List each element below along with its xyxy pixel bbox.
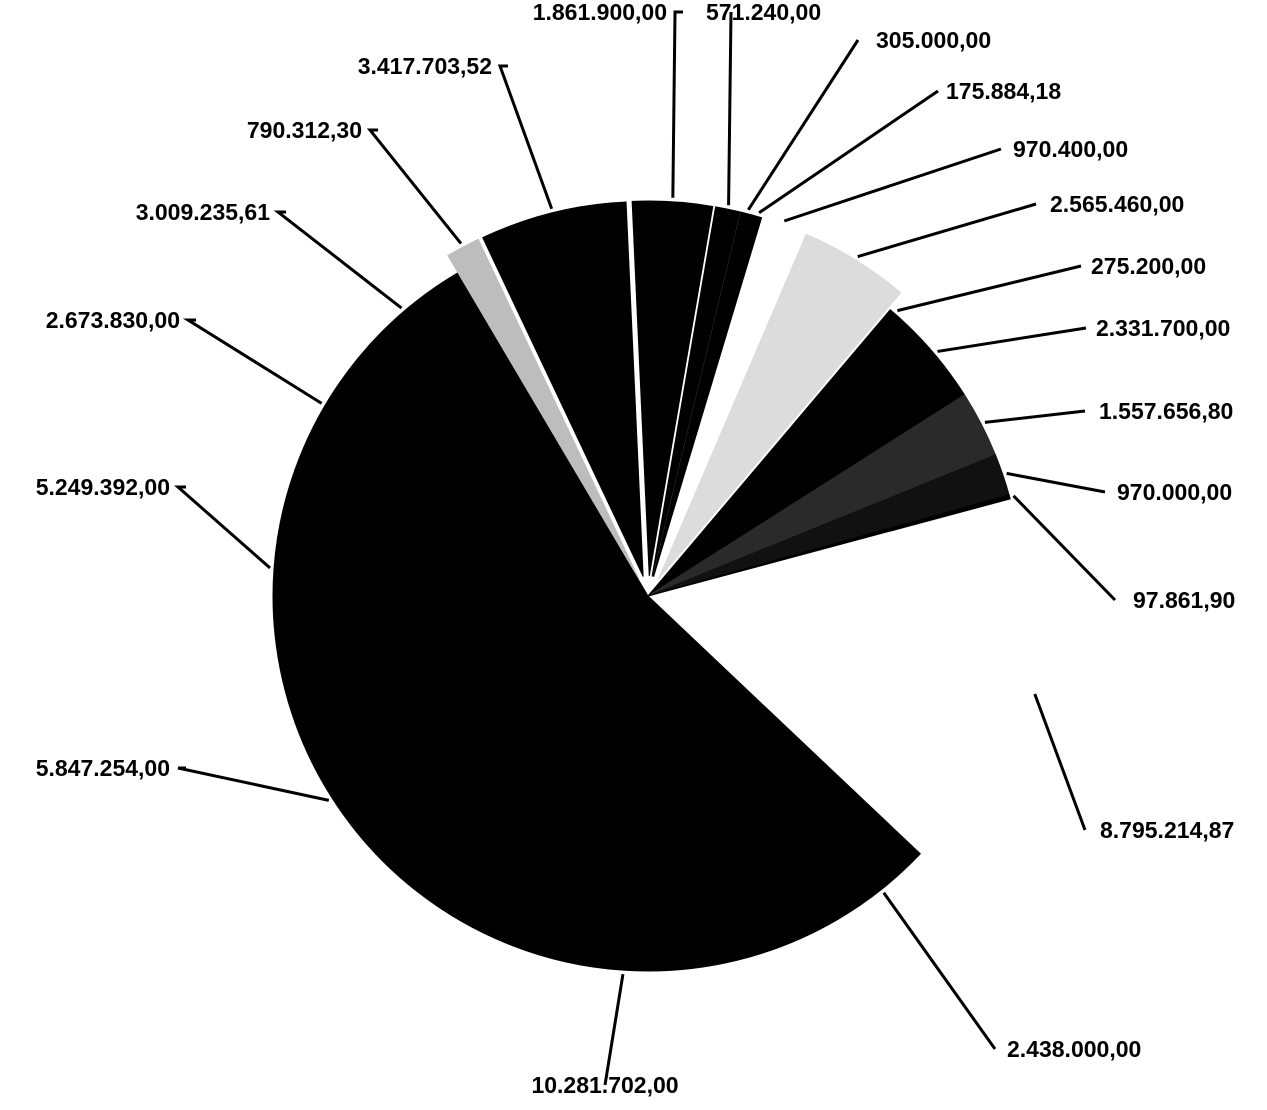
slice-value-label: 2.565.460,00	[1050, 191, 1184, 217]
leader-line	[882, 891, 997, 1050]
leader-line	[937, 326, 1087, 353]
leader-line	[758, 89, 939, 215]
pie-slice	[357, 272, 649, 597]
pie-slice	[651, 206, 741, 577]
slice-value-label: 5.249.392,00	[36, 474, 170, 500]
leader-line	[603, 973, 625, 1086]
leader-line	[1006, 471, 1106, 494]
leader-line	[671, 10, 683, 198]
slice-value-label: 2.331.700,00	[1096, 315, 1230, 341]
leader-line	[1012, 494, 1117, 602]
slice-value-label: 1.861.900,00	[533, 0, 667, 25]
pie-slice	[658, 233, 902, 580]
slice-value-label: 790.312,30	[247, 117, 362, 143]
slice-value-label: 970.400,00	[1013, 136, 1128, 162]
leader-line	[984, 409, 1086, 424]
leader-line	[747, 39, 860, 211]
slice-value-label: 970.000,00	[1117, 479, 1232, 505]
slice-value-label: 3.009.235,61	[136, 199, 271, 225]
leader-line	[857, 202, 1037, 259]
slice-value-label: 5.847.254,00	[36, 755, 170, 781]
slice-value-label: 2.438.000,00	[1007, 1036, 1141, 1062]
slice-value-label: 1.557.656,80	[1099, 398, 1233, 424]
pie-slice	[666, 503, 1043, 860]
slice-value-label: 175.884,18	[946, 78, 1061, 104]
pie-slice	[272, 456, 650, 683]
pie-slice	[416, 595, 839, 972]
slice-value-label: 3.417.703,52	[358, 53, 492, 79]
leader-line	[727, 11, 733, 206]
slice-value-label: 571.240,00	[706, 0, 821, 25]
slice-value-label: 275.200,00	[1091, 253, 1206, 279]
slice-value-label: 2.673.830,00	[46, 307, 180, 333]
slice-value-label: 97.861,90	[1133, 587, 1235, 613]
pie-slice	[647, 494, 1011, 597]
leader-line	[174, 485, 272, 570]
slice-value-label: 10.281.702,00	[531, 1072, 678, 1098]
leader-line	[177, 766, 330, 802]
leader-line	[273, 210, 403, 310]
slice-value-label: 305.000,00	[876, 27, 991, 53]
pie-slice	[447, 238, 640, 579]
leader-line	[897, 264, 1082, 313]
leader-line	[1033, 693, 1087, 831]
leader-line	[182, 318, 323, 405]
pie-slice	[631, 200, 714, 577]
pie-slice	[654, 217, 804, 578]
pie-slice	[652, 211, 755, 577]
pie-slice	[282, 595, 650, 893]
slice-value-label: 8.795.214,87	[1100, 817, 1234, 843]
leader-line	[783, 147, 1002, 223]
pie-slice	[653, 214, 763, 577]
leader-line	[366, 128, 463, 245]
pie-slice	[482, 201, 644, 577]
leader-line	[497, 64, 554, 210]
